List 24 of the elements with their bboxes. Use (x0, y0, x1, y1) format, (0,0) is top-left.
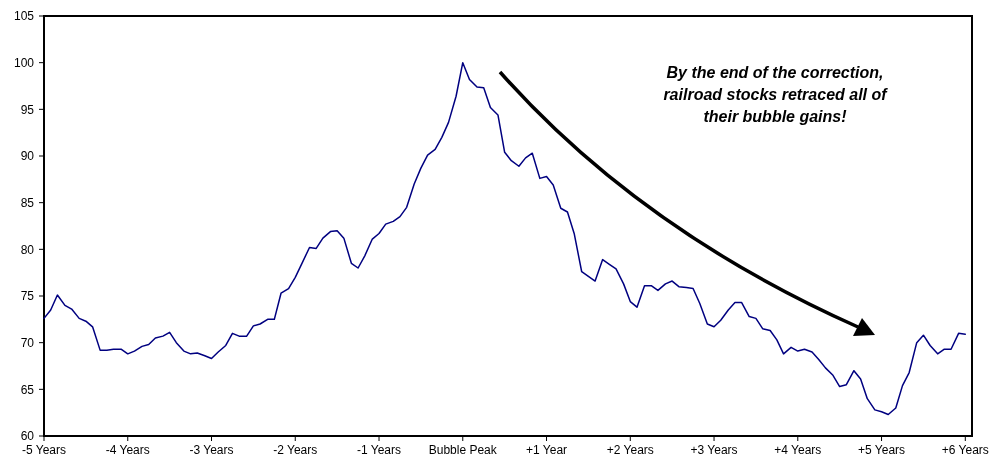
y-tick-label: 65 (20, 382, 35, 397)
x-tick-label: +3 Years (690, 443, 738, 457)
x-tick-label: +1 Year (526, 443, 568, 457)
y-tick-label: 105 (13, 9, 35, 24)
y-tick-label: 70 (20, 335, 35, 350)
x-tick-label: +5 Years (858, 443, 906, 457)
y-tick-label: 100 (13, 55, 35, 70)
x-tick-label: -3 Years (189, 443, 234, 457)
y-tick-label: 60 (20, 429, 35, 444)
y-tick-label: 75 (20, 289, 35, 304)
y-tick-label: 85 (20, 195, 35, 210)
y-tick-label: 80 (20, 242, 35, 257)
y-tick-label: 90 (20, 149, 35, 164)
x-tick-label: -1 Years (356, 443, 402, 457)
x-tick-label: +6 Years (941, 443, 989, 457)
x-tick-label: +4 Years (774, 443, 822, 457)
y-tick-label: 95 (20, 102, 35, 117)
x-tick-label: -5 Years (21, 443, 67, 457)
x-tick-label: -2 Years (273, 443, 318, 457)
annotation: By the end of the correction, railroad stocks retraced all of their bubble gains! (663, 64, 889, 125)
x-tick-label: -4 Years (105, 443, 150, 457)
line-series (43, 61, 967, 416)
x-tick-label: Bubble Peak (428, 443, 498, 457)
x-tick-label: +2 Years (606, 443, 654, 457)
